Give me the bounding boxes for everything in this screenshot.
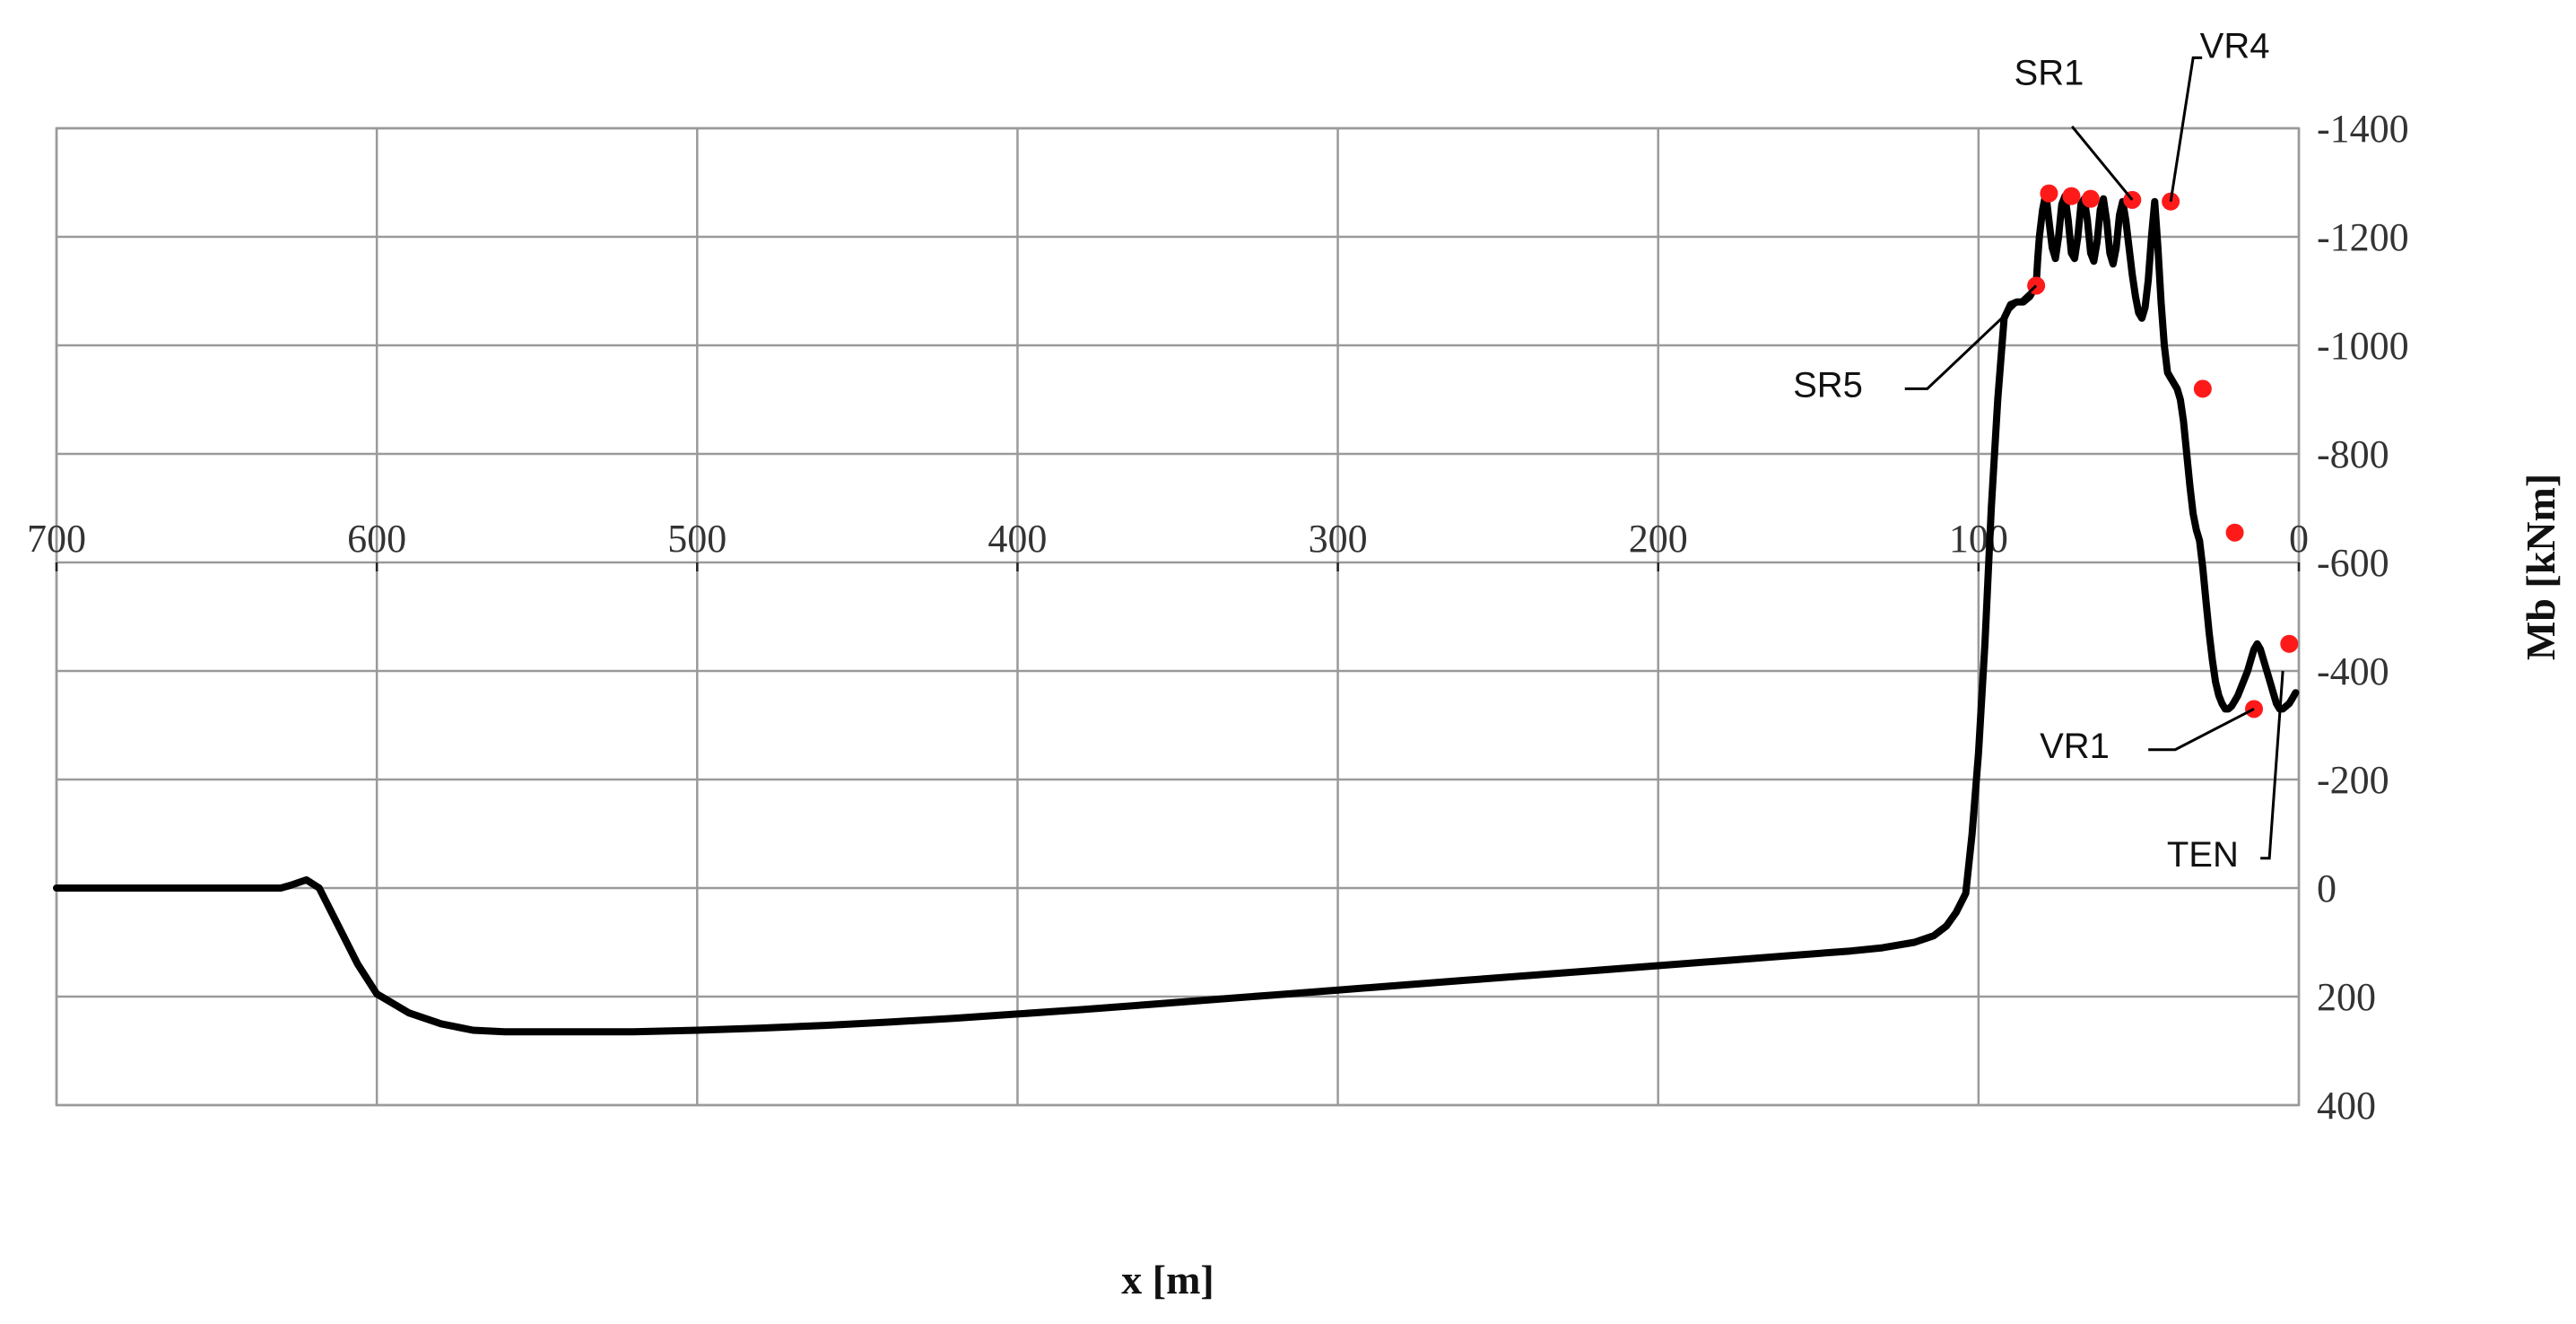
series-line xyxy=(53,189,2300,1036)
x-tick-label: 600 xyxy=(347,517,406,561)
y-axis-title: Mb [kNm] xyxy=(2518,474,2563,660)
annotation-leader xyxy=(2148,708,2255,752)
x-tick-label: 500 xyxy=(667,517,727,561)
annotation-label: TEN xyxy=(2167,835,2239,875)
x-tick-label: 0 xyxy=(2289,517,2309,561)
x-tick-label: 400 xyxy=(988,517,1047,561)
annotation-leader xyxy=(2070,125,2134,201)
data-point-marker xyxy=(2062,187,2081,205)
x-tick-label: 700 xyxy=(27,517,86,561)
annotation-leader xyxy=(2260,670,2284,860)
x-tick-label: 200 xyxy=(1629,517,1688,561)
y-tick-label: -1000 xyxy=(2317,324,2409,368)
y-tick-label: -1400 xyxy=(2317,107,2409,151)
y-axis-tick-labels: -1400 -1200 -1000 -800 -600 -400 -200 0 200 400 xyxy=(2317,107,2409,1128)
x-tick-label: 100 xyxy=(1949,517,2008,561)
y-tick-label: -200 xyxy=(2317,758,2389,802)
annotation-layer: SR1 VR4 SR5 VR1 TEN xyxy=(1793,26,2284,875)
plot-frame xyxy=(55,126,2301,1107)
y-tick-label: 0 xyxy=(2317,867,2337,910)
data-point-marker xyxy=(2225,523,2244,542)
data-point-marker xyxy=(2193,379,2212,398)
y-tick-label: 200 xyxy=(2317,975,2376,1019)
y-tick-label: -400 xyxy=(2317,649,2389,693)
annotation-leader xyxy=(1904,284,2038,390)
annotation-label: SR1 xyxy=(2015,54,2084,93)
data-point-marker xyxy=(2040,184,2058,203)
y-tick-label: -1200 xyxy=(2317,215,2409,259)
annotation-label: VR1 xyxy=(2040,727,2110,766)
annotation-label: VR4 xyxy=(2200,26,2270,65)
x-axis-title: x [m] xyxy=(1121,1257,1214,1302)
y-tick-label: -600 xyxy=(2317,541,2389,585)
data-point-marker xyxy=(2280,634,2299,653)
grid xyxy=(55,126,2301,1107)
y-tick-label: 400 xyxy=(2317,1084,2376,1128)
annotation-label: SR5 xyxy=(1793,365,1863,405)
annotation-leader xyxy=(2169,56,2203,202)
series-layer xyxy=(53,189,2300,1036)
marker-layer xyxy=(2027,184,2299,719)
y-tick-label: -800 xyxy=(2317,432,2389,476)
x-axis-tick-labels: 700 600 500 400 300 200 100 0 xyxy=(27,517,2309,571)
data-point-marker xyxy=(2081,189,2100,208)
x-tick-label: 300 xyxy=(1309,517,1368,561)
